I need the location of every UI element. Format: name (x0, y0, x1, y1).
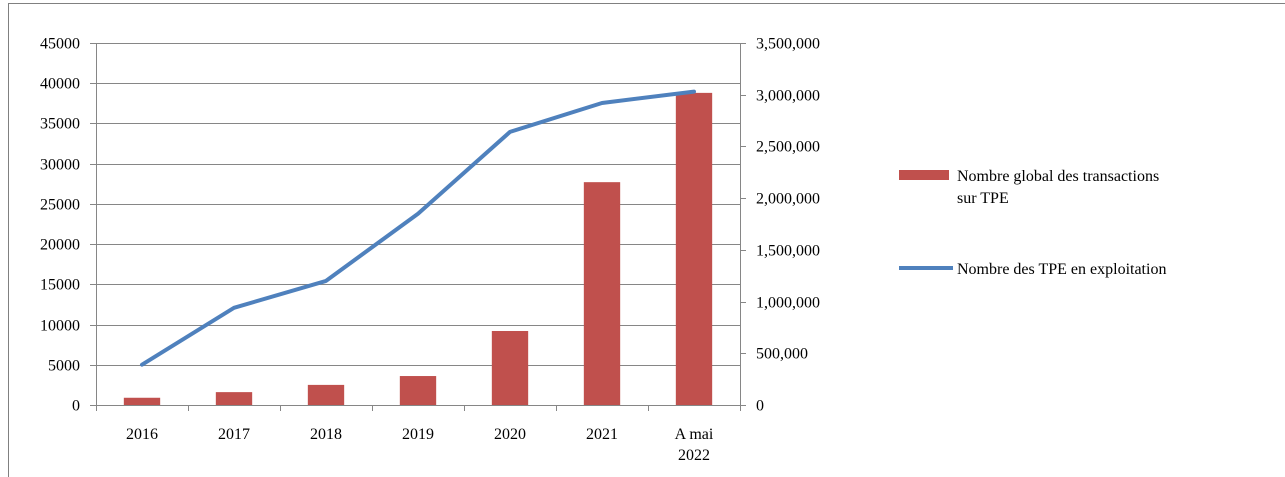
right-axis-tick-label: 500,000 (756, 346, 808, 363)
left-axis-tick-label: 40000 (40, 76, 80, 93)
right-axis-tick-label: 1,000,000 (756, 295, 820, 312)
x-axis-tick-label: 2019 (402, 426, 434, 443)
legend-bar-label: Nombre global des transactions sur TPE (957, 168, 1163, 207)
bar (123, 397, 161, 405)
legend: Nombre global des transactions sur TPE N… (899, 168, 1166, 278)
left-axis-tick-label: 35000 (40, 116, 80, 133)
bar-series (123, 92, 713, 406)
right-axis-tick-label: 2,000,000 (756, 191, 820, 208)
left-axis-tick-label: 30000 (40, 157, 80, 174)
x-axis-tick-label: 2018 (310, 426, 342, 443)
bar (491, 330, 529, 405)
right-axis-tick-label: 1,500,000 (756, 243, 820, 260)
bar (583, 182, 621, 405)
bar (399, 376, 437, 405)
left-axis-tick-label: 20000 (40, 237, 80, 254)
right-axis-tick-label: 3,000,000 (756, 88, 820, 105)
bar (215, 392, 253, 405)
legend-line-label: Nombre des TPE en exploitation (957, 261, 1166, 278)
legend-bar-swatch (899, 170, 949, 180)
bar (307, 384, 345, 405)
right-axis-tick-label: 3,500,000 (756, 36, 820, 53)
x-axis-tick-label: 2021 (586, 426, 618, 443)
line-series (140, 89, 696, 367)
x-axis-tick-label: 2016 (126, 426, 158, 443)
x-axis-tick-label: 2020 (494, 426, 526, 443)
right-axis-tick-label: 0 (756, 398, 764, 415)
left-axis-tick-label: 5000 (48, 358, 80, 375)
right-axis-tick-label: 2,500,000 (756, 139, 820, 156)
left-axis-tick-label: 15000 (40, 277, 80, 294)
x-axis-tick-label: A mai 2022 (675, 426, 714, 464)
x-axis-tick-label: 2017 (218, 426, 250, 443)
left-axis-tick-label: 25000 (40, 197, 80, 214)
left-axis-tick-labels: 0 5000 10000 15000 20000 25000 30000 35000 40000… (40, 36, 80, 415)
axes (96, 43, 741, 411)
left-axis-tick-label: 45000 (40, 36, 80, 53)
left-axis-tick-label: 0 (72, 398, 80, 415)
left-axis-tick-label: 10000 (40, 318, 80, 335)
bar (675, 92, 713, 406)
x-axis-tick-labels: 2016 2017 2018 2019 2020 2021 A mai 2022 (126, 426, 714, 464)
right-axis-tick-labels: 0 500,000 1,000,000 1,500,000 2,000,000 2,500… (756, 36, 820, 415)
